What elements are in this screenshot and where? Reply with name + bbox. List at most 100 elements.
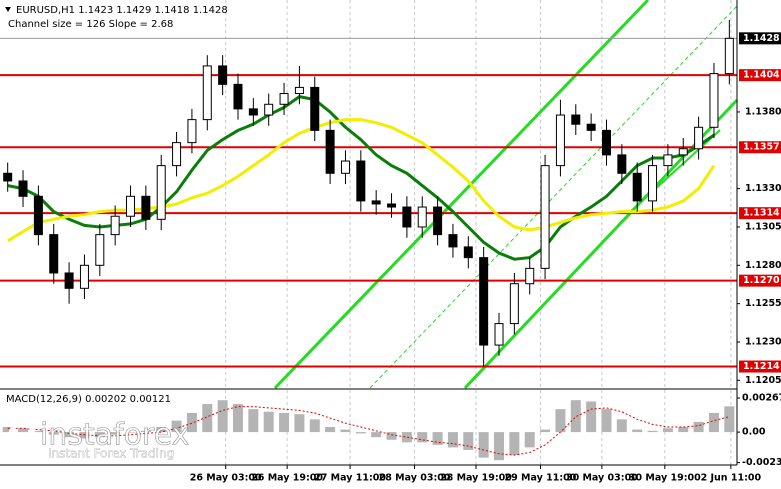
macd-bar xyxy=(309,419,320,433)
candle-body xyxy=(525,267,535,285)
candle-body xyxy=(509,283,519,325)
candle-body xyxy=(218,65,228,85)
x-tick-label: 27 May 11:00 xyxy=(314,473,386,484)
candle-body xyxy=(79,264,89,289)
candle-body xyxy=(110,215,120,236)
candle-body xyxy=(95,234,105,266)
candle-body xyxy=(126,195,136,217)
candle-body xyxy=(387,203,397,208)
watermark-subtitle: Instant Forex Trading xyxy=(48,447,174,461)
macd-bar xyxy=(279,412,290,433)
x-tick-label: 30 May 03:00 xyxy=(566,473,638,484)
macd-bar xyxy=(18,428,29,433)
last-price-box xyxy=(739,32,781,45)
macd-bar xyxy=(678,427,689,433)
y-tick-label: 1.1255 xyxy=(745,298,781,309)
macd-bar xyxy=(632,429,643,433)
level-label-box xyxy=(739,69,781,82)
candle-body xyxy=(417,206,427,228)
last-price-label: 1.1428 xyxy=(743,33,780,44)
candle-body xyxy=(709,73,719,128)
x-tick-label: 28 May 19:00 xyxy=(440,473,512,484)
candle-body xyxy=(617,154,627,174)
chart-subtitle: Channel size = 126 Slope = 2.68 xyxy=(8,19,173,30)
level-label-box xyxy=(739,207,781,220)
y-tick-label: 1.1205 xyxy=(745,375,781,386)
macd-bar xyxy=(33,430,44,433)
candle-body xyxy=(310,86,320,131)
y-tick-label: 1.1330 xyxy=(745,183,781,194)
level-label: 1.1214 xyxy=(743,361,780,372)
macd-bar xyxy=(693,421,704,433)
macd-bar xyxy=(401,432,412,443)
macd-bar xyxy=(708,412,719,433)
macd-bar xyxy=(125,432,136,433)
indicator-title: MACD(12,26,9) 0.00202 0.00121 xyxy=(6,394,171,405)
candle-body xyxy=(555,114,565,167)
candle-body xyxy=(294,86,304,95)
macd-bar xyxy=(570,400,581,433)
indicator-tick-label: 0.00 xyxy=(742,427,766,438)
level-label-box xyxy=(739,360,781,373)
macd-bar xyxy=(478,432,489,458)
macd-bar xyxy=(371,432,382,438)
macd-bar xyxy=(156,427,167,433)
level-label: 1.1270 xyxy=(743,275,780,286)
macd-bar xyxy=(202,404,213,433)
candle-body xyxy=(494,323,504,346)
macd-bar xyxy=(432,432,443,445)
candle-body xyxy=(694,126,704,150)
macd-bar xyxy=(340,429,351,433)
candle-body xyxy=(663,154,673,167)
macd-bar xyxy=(524,432,535,448)
candle-body xyxy=(156,165,166,220)
candle-body xyxy=(64,272,74,289)
candle-body xyxy=(33,195,43,236)
candle-body xyxy=(540,165,550,269)
macd-bar xyxy=(662,428,673,433)
candle-body xyxy=(172,142,182,167)
macd-bar xyxy=(248,409,259,433)
candle-body xyxy=(402,206,412,228)
candle-body xyxy=(202,65,212,121)
macd-bar xyxy=(48,432,59,435)
x-tick-label: 26 May 19:00 xyxy=(251,473,323,484)
x-tick-label: 29 May 11:00 xyxy=(505,473,577,484)
y-tick-label: 1.1230 xyxy=(745,336,781,347)
level-label-box xyxy=(739,274,781,287)
candle-body xyxy=(279,93,289,105)
macd-bar xyxy=(601,409,612,433)
candle-body xyxy=(586,123,596,131)
moving-average xyxy=(7,95,715,261)
y-tick-label: 1.1305 xyxy=(745,221,781,232)
chart-title: EURUSD,H1 1.1423 1.1429 1.1418 1.1428 xyxy=(16,5,228,16)
macd-bar xyxy=(325,427,336,433)
candle-body xyxy=(632,172,642,202)
candle-body xyxy=(264,103,274,116)
macd-bar xyxy=(263,411,274,433)
candle-body xyxy=(678,148,688,156)
candle-body xyxy=(433,206,443,236)
channel-line xyxy=(629,129,721,213)
macd-bar xyxy=(186,412,197,433)
candle-body xyxy=(479,257,489,346)
watermark-text: instaforex xyxy=(40,418,189,453)
macd-bar xyxy=(647,430,658,433)
x-tick-label: 28 May 03:00 xyxy=(379,473,451,484)
candle-body xyxy=(187,119,197,144)
candle-body xyxy=(325,129,335,174)
candle-body xyxy=(724,37,734,75)
candle-body xyxy=(571,114,581,125)
x-tick-label: 2 Jun 11:00 xyxy=(701,473,762,484)
macd-bar xyxy=(355,432,366,434)
y-tick-label: 1.1280 xyxy=(745,260,781,271)
macd-bar xyxy=(79,432,90,439)
candle-body xyxy=(248,108,258,116)
macd-bar xyxy=(294,414,305,433)
candle-body xyxy=(340,160,350,174)
symbol-icon xyxy=(5,7,11,12)
indicator-tick-label: 0.00267 xyxy=(742,393,781,404)
